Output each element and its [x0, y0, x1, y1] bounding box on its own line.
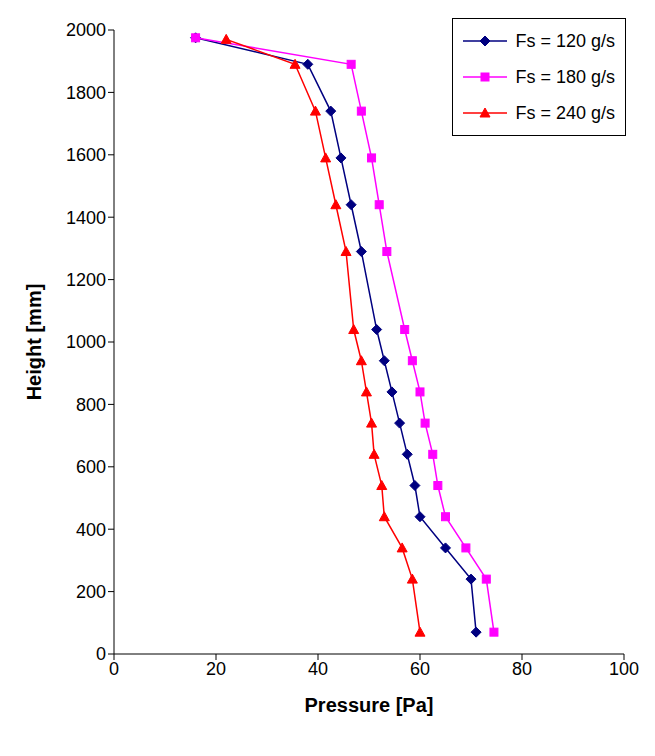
svg-text:20: 20 [206, 659, 226, 679]
svg-text:100: 100 [609, 659, 639, 679]
svg-text:1400: 1400 [66, 208, 106, 228]
svg-text:200: 200 [76, 582, 106, 602]
svg-text:1000: 1000 [66, 332, 106, 352]
svg-text:60: 60 [410, 659, 430, 679]
svg-text:1200: 1200 [66, 270, 106, 290]
html-text:Fs = 240 g/s: Fs = 240 g/s [515, 102, 615, 123]
svg-text:1800: 1800 [66, 83, 106, 103]
svg-text:Height [mm]: Height [mm] [23, 284, 45, 401]
svg-text:2000: 2000 [66, 20, 106, 40]
svg-text:40: 40 [308, 659, 328, 679]
html-text:Fs = 180 g/s: Fs = 180 g/s [515, 66, 615, 87]
svg-text:0: 0 [109, 659, 119, 679]
svg-text:1600: 1600 [66, 145, 106, 165]
svg-text:800: 800 [76, 395, 106, 415]
svg-text:400: 400 [76, 520, 106, 540]
svg-text:600: 600 [76, 457, 106, 477]
svg-text:80: 80 [512, 659, 532, 679]
svg-text:Pressure [Pa]: Pressure [Pa] [305, 694, 434, 716]
html-text:Fs = 120 g/s: Fs = 120 g/s [515, 30, 615, 51]
svg-text:0: 0 [96, 644, 106, 664]
